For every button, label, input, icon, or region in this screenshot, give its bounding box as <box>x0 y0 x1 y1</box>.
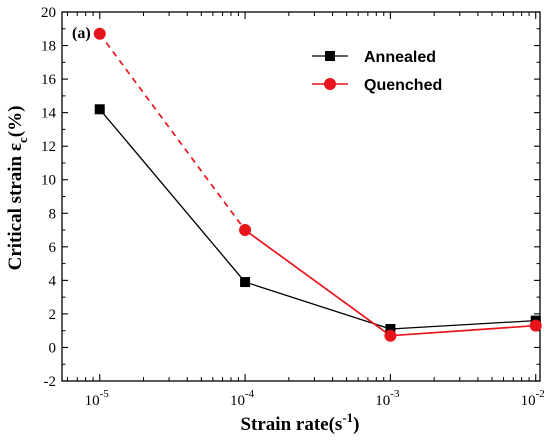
y-tick-label: 12 <box>41 139 56 155</box>
series-quenched-point <box>93 27 106 40</box>
y-tick-label: 2 <box>49 307 57 323</box>
series-annealed-point <box>385 324 396 335</box>
y-tick-label: 16 <box>41 72 57 88</box>
y-tick-label: 18 <box>41 39 56 55</box>
x-axis-title: Strain rate(s-1) <box>240 410 359 435</box>
plot-frame-group <box>61 11 541 382</box>
series-annealed-segment <box>99 108 246 283</box>
legend-marker-annealed <box>325 51 335 61</box>
x-tick-label-exponent: -3 <box>390 388 400 400</box>
legend: Annealed Quenched <box>312 49 442 94</box>
y-tick-label: 8 <box>49 206 57 222</box>
x-tick-label: 10-4 <box>230 388 255 409</box>
y-tick-label: 14 <box>41 106 57 122</box>
series-annealed-segment <box>244 281 391 330</box>
series-annealed-segment <box>390 319 536 330</box>
series-quenched-segment <box>99 33 246 231</box>
panel-label: (a) <box>72 25 91 42</box>
x-tick-label-base: 10 <box>375 393 390 409</box>
series-annealed-point <box>94 104 105 115</box>
series-group <box>93 27 542 342</box>
y-axis-title-main: Critical strain ε <box>5 143 26 270</box>
y-axis-title: Critical strain εc(%) <box>5 106 30 271</box>
y-tick-label: -2 <box>44 374 57 390</box>
legend-marker-quenched <box>324 78 336 90</box>
legend-label-quenched: Quenched <box>364 77 442 94</box>
x-tick-label: 10-2 <box>521 388 545 409</box>
x-tick-label-exponent: -5 <box>100 388 110 400</box>
x-tick-label: 10-3 <box>375 388 400 409</box>
y-tick-label: 20 <box>41 5 56 21</box>
y-tick-label: 10 <box>41 173 56 189</box>
series-quenched-segment <box>390 324 536 337</box>
series-quenched-point <box>384 329 397 342</box>
x-tick-label-exponent: -4 <box>245 388 255 400</box>
series-quenched-point <box>529 319 542 332</box>
x-axis-title-superscript: -1 <box>342 410 353 425</box>
y-axis-title-subscript: c <box>15 137 30 143</box>
y-tick-label: 0 <box>49 340 57 356</box>
series-quenched-point <box>239 224 252 237</box>
x-axis-title-close: ) <box>353 414 359 435</box>
x-tick-label-exponent: -2 <box>536 388 545 400</box>
y-axis-title-unit: (%) <box>5 106 26 138</box>
plot-frame <box>61 11 541 382</box>
y-tick-label: 6 <box>49 240 57 256</box>
y-tick-label: 4 <box>49 273 57 289</box>
x-tick-label-base: 10 <box>521 393 536 409</box>
x-tick-label-base: 10 <box>85 393 100 409</box>
series-annealed-point <box>240 277 251 288</box>
series-quenched-segment <box>244 229 391 337</box>
x-tick-label-base: 10 <box>230 393 245 409</box>
x-axis-title-main: Strain rate(s <box>240 414 342 435</box>
legend-label-annealed: Annealed <box>364 49 436 66</box>
x-tick-label: 10-5 <box>85 388 110 409</box>
